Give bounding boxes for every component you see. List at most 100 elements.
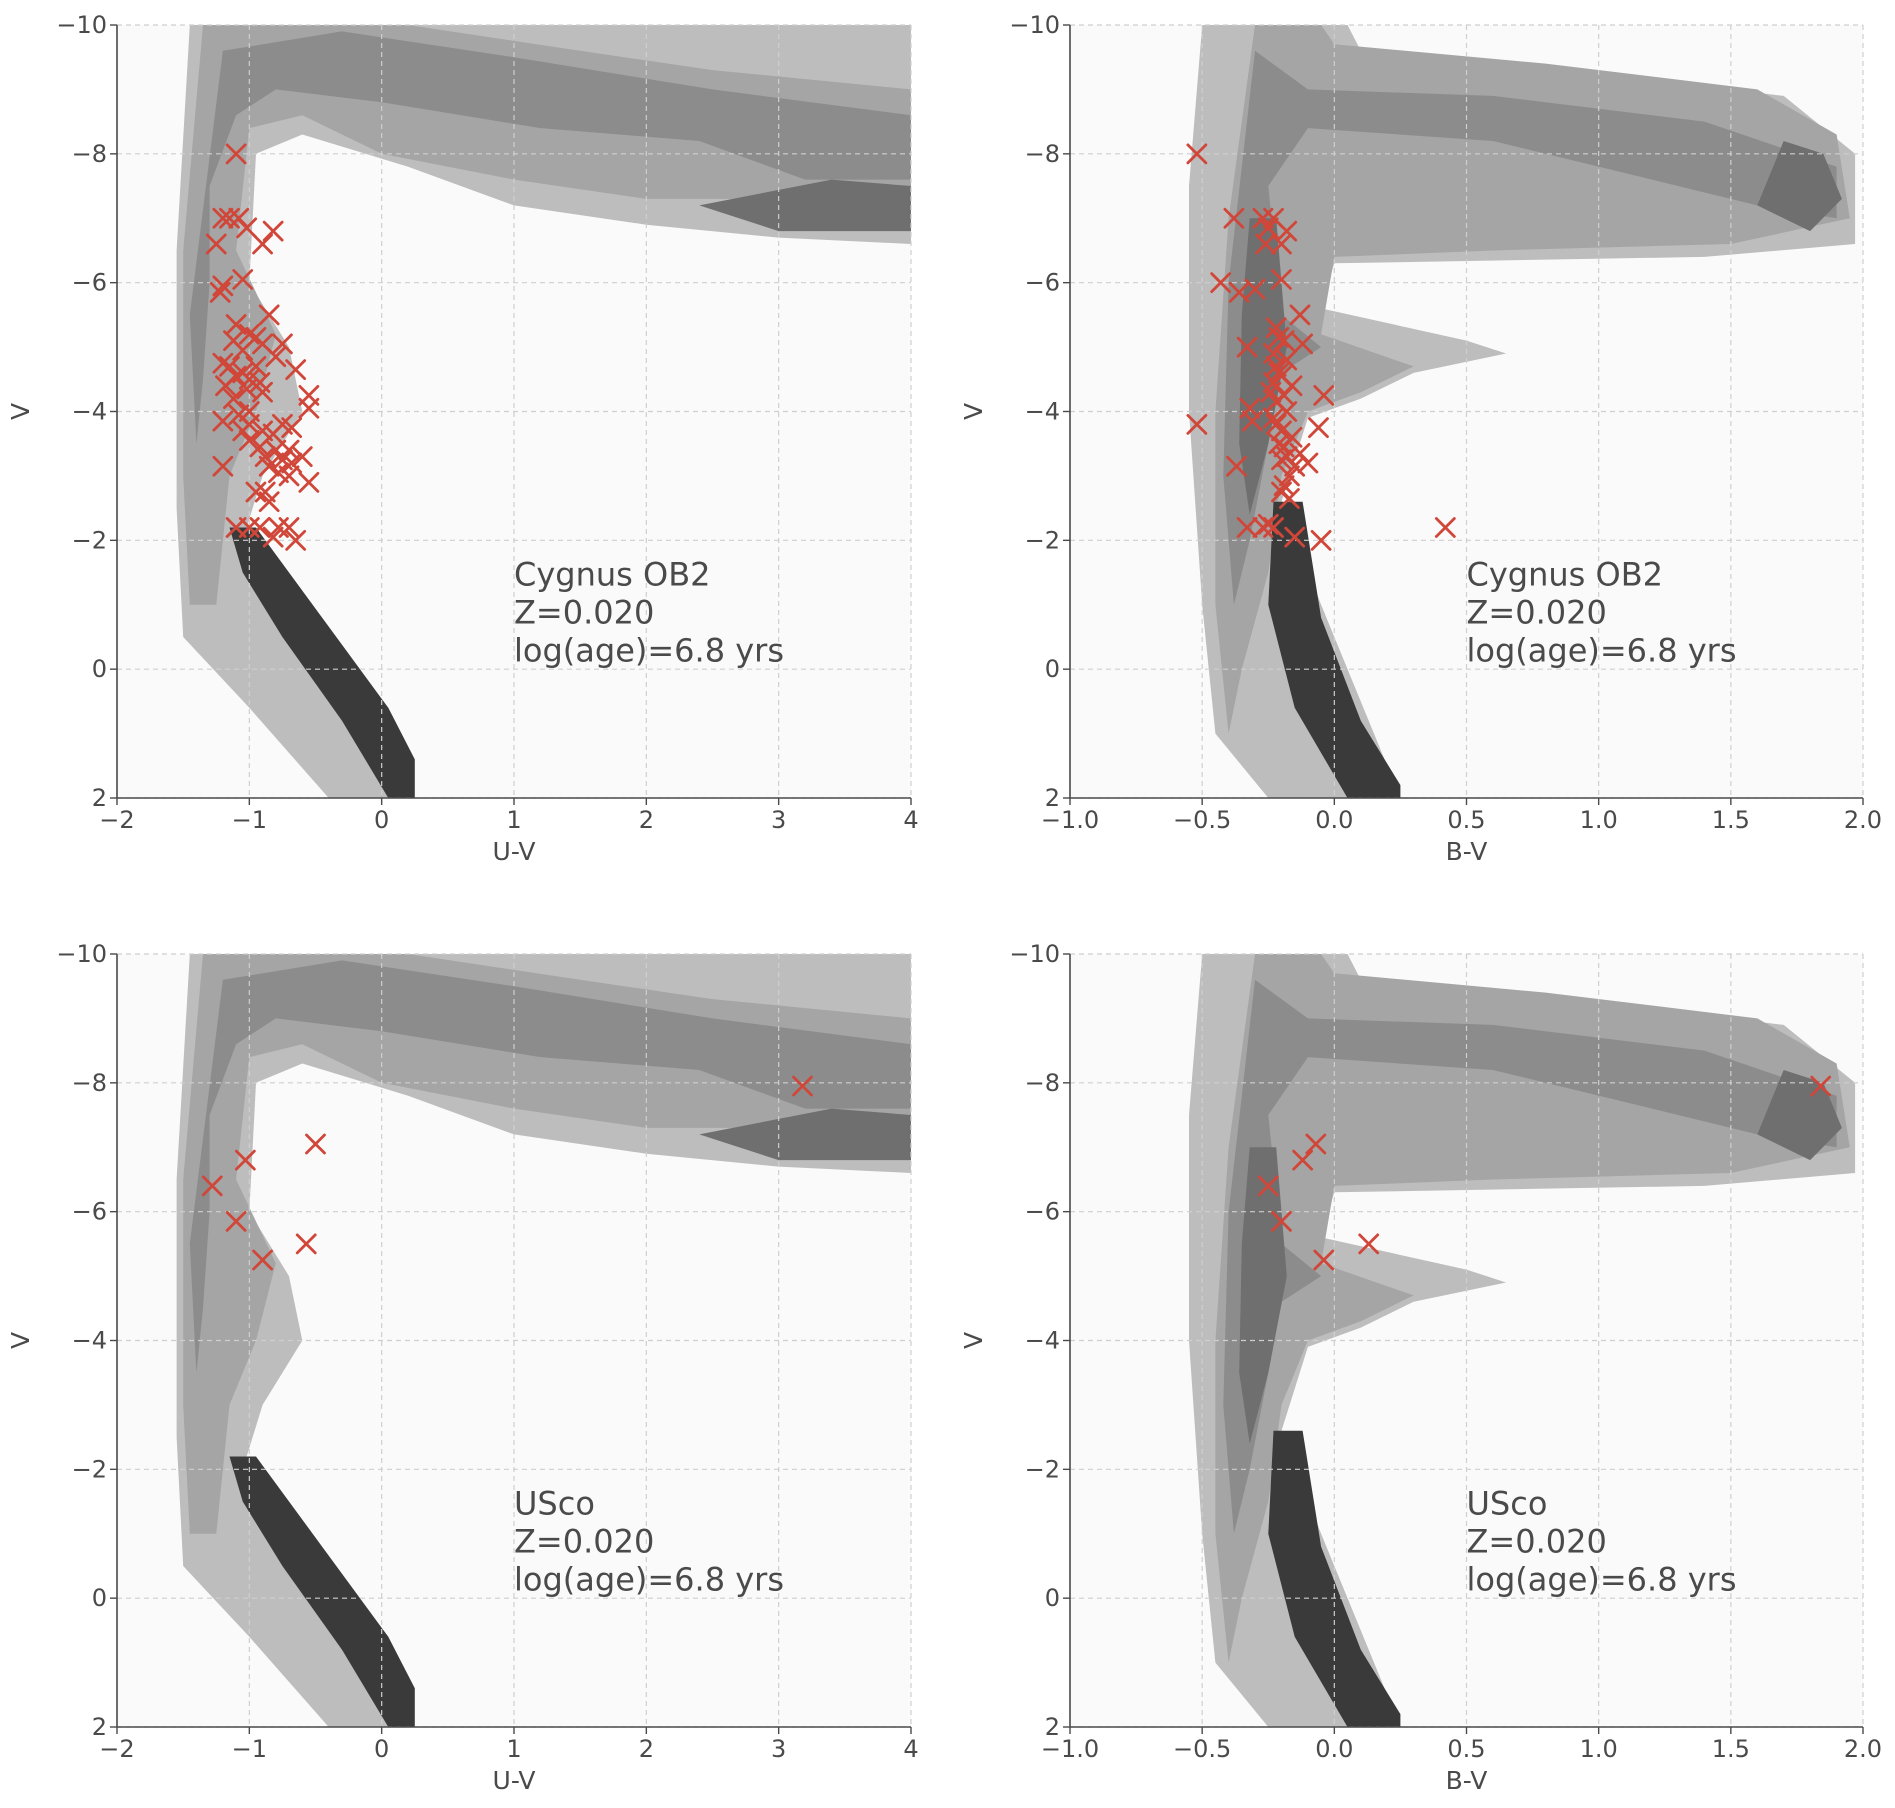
x-tick-label: −1 [232, 806, 267, 834]
x-tick-label: 4 [903, 1735, 918, 1763]
y-tick-label: −8 [72, 1069, 107, 1097]
star-marker [225, 143, 247, 165]
density-level [699, 179, 911, 232]
panel-bottom-right: −1.0 −0.5 0.0 0.5 1.0 1.5 2.0 −10 −8 −6 −4 −2 0 2 B-V V… [959, 940, 1882, 1795]
x-axis-label: U-V [493, 1766, 536, 1795]
y-tick-label: −8 [1025, 140, 1060, 168]
density-level [1268, 1430, 1401, 1727]
y-axis-label: V [959, 403, 988, 420]
x-tick-label: 3 [771, 1735, 786, 1763]
star-marker [1263, 517, 1284, 538]
x-tick-label: 1.0 [1580, 806, 1618, 834]
y-tick-label: −2 [1025, 526, 1060, 554]
x-tick-label: 0.5 [1447, 806, 1485, 834]
x-tick-label: −0.5 [1173, 806, 1231, 834]
star-marker [219, 356, 240, 377]
star-marker [1268, 327, 1290, 348]
star-marker [1260, 381, 1282, 403]
cluster-stars [205, 143, 320, 551]
star-marker [1241, 410, 1263, 432]
density-level [176, 954, 911, 1727]
star-marker [212, 455, 234, 477]
y-tick-label: −2 [72, 1455, 107, 1483]
star-marker [1278, 488, 1300, 509]
y-tick-label: 0 [92, 1584, 107, 1612]
y-tick-label: 2 [92, 1713, 107, 1741]
star-marker [1271, 449, 1292, 471]
density-contours [1189, 954, 1856, 1727]
star-marker [298, 471, 320, 493]
density-level [1223, 979, 1837, 1534]
star-marker [1255, 233, 1277, 255]
star-marker [252, 381, 273, 403]
y-tick-label: 0 [1045, 655, 1060, 683]
star-marker [258, 455, 280, 477]
star-marker [245, 356, 267, 377]
x-axis-label: B-V [1446, 1766, 1488, 1795]
x-tick-label: 0 [374, 1735, 389, 1763]
star-marker [792, 1075, 813, 1097]
x-tick-label: −2 [99, 1735, 134, 1763]
density-contours [1189, 25, 1856, 798]
x-tick-label: −1 [232, 1735, 267, 1763]
annotation-line: log(age)=6.8 yrs [1467, 631, 1737, 669]
density-level [1215, 954, 1850, 1663]
star-marker [295, 1233, 317, 1255]
star-marker [258, 491, 280, 513]
star-marker [1276, 349, 1298, 371]
panel-bottom-left: −2 −1 0 1 2 3 4−10−8−6−4−202U-VVUScoZ=0.020log… [6, 940, 919, 1795]
star-marker [238, 323, 260, 345]
star-marker [1273, 330, 1295, 352]
star-marker [278, 465, 300, 487]
y-tick-label: −2 [1025, 1455, 1060, 1483]
star-marker [1289, 304, 1311, 326]
x-tick-label: 3 [771, 806, 786, 834]
annotation-line: Z=0.020 [1467, 593, 1607, 631]
annotation-line: log(age)=6.8 yrs [514, 631, 784, 669]
y-tick-label: −4 [1025, 398, 1060, 426]
cluster-stars [1186, 143, 1456, 551]
star-marker [1271, 233, 1292, 255]
star-marker [258, 304, 280, 326]
star-marker [1313, 384, 1335, 406]
star-marker [205, 233, 227, 255]
x-tick-label: 4 [903, 806, 918, 834]
cluster-stars [201, 1075, 813, 1271]
star-marker [281, 417, 303, 439]
star-marker [219, 207, 240, 229]
star-marker [1271, 1210, 1292, 1232]
star-marker [232, 269, 254, 290]
star-marker [1310, 529, 1332, 551]
x-axis-label: U-V [493, 837, 536, 866]
density-level [183, 954, 911, 1534]
star-marker [262, 220, 284, 242]
x-tick-label: 1.0 [1580, 1735, 1618, 1763]
y-tick-label: −8 [1025, 1069, 1060, 1097]
star-marker [262, 526, 284, 548]
star-marker [212, 275, 234, 297]
density-level [189, 31, 911, 444]
y-tick-label: 2 [1045, 784, 1060, 812]
star-marker [1257, 1175, 1279, 1197]
x-tick-label: 1 [506, 806, 521, 834]
density-level [183, 25, 911, 605]
annotation-line: Z=0.020 [1467, 1522, 1607, 1560]
star-marker [236, 217, 258, 239]
star-marker [272, 333, 293, 355]
star-marker [1358, 1233, 1380, 1255]
x-tick-label: 2 [639, 806, 654, 834]
star-marker [223, 388, 244, 410]
star-marker [201, 1175, 223, 1197]
y-tick-label: −8 [72, 140, 107, 168]
x-tick-label: 2.0 [1844, 1735, 1882, 1763]
annotation-line: Z=0.020 [514, 1522, 654, 1560]
y-tick-label: −4 [72, 1327, 107, 1355]
annotation-line: Cygnus OB2 [1467, 555, 1664, 593]
density-level [229, 527, 415, 798]
y-tick-label: −10 [1009, 940, 1060, 968]
star-marker [1276, 220, 1298, 242]
star-marker [1305, 1133, 1327, 1155]
y-tick-label: −4 [1025, 1327, 1060, 1355]
